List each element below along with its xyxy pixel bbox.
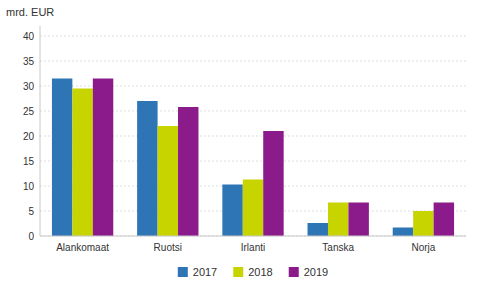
bar: [348, 203, 368, 237]
bar: [93, 79, 113, 237]
legend-label: 2017: [193, 266, 217, 278]
chart-container: 0 5 10 15 20 25 30 35 40 mrd. EUR Alankomaat Ruotsi…: [0, 0, 478, 288]
y-tick-label: 0: [28, 231, 34, 242]
y-tick-label: 40: [23, 31, 35, 42]
x-tick-label: Irlanti: [241, 242, 265, 253]
bar: [72, 89, 92, 237]
bar: [52, 79, 72, 237]
bar: [263, 131, 283, 236]
bar: [243, 180, 263, 237]
y-tick-label: 10: [23, 181, 35, 192]
legend-swatch: [289, 267, 299, 277]
bar: [413, 211, 433, 236]
y-axis-line: [40, 26, 41, 236]
bar: [178, 107, 198, 236]
y-tick-label: 15: [23, 156, 35, 167]
y-tick-label: 35: [23, 56, 35, 67]
bars: [52, 79, 454, 237]
x-tick-label: Alankomaat: [56, 242, 109, 253]
x-tick-label: Tanska: [322, 242, 354, 253]
bar: [434, 203, 454, 237]
x-tick-label: Norja: [411, 242, 435, 253]
legend: 2017 2018 2019: [178, 266, 328, 278]
bar: [308, 223, 328, 236]
legend-label: 2018: [248, 266, 272, 278]
y-tick-label: 25: [23, 106, 35, 117]
grid-line: [40, 36, 466, 37]
y-tick-label: 5: [28, 206, 34, 217]
chart: 0 5 10 15 20 25 30 35 40 mrd. EUR Alankomaat Ruotsi…: [0, 0, 478, 288]
x-axis-line: [40, 236, 466, 237]
bar: [158, 126, 178, 236]
legend-swatch: [178, 267, 188, 277]
bar: [328, 203, 348, 237]
legend-label: 2019: [304, 266, 328, 278]
y-tick-label: 30: [23, 81, 35, 92]
grid-line: [40, 61, 466, 62]
grid-line: [40, 236, 466, 237]
bar: [222, 185, 242, 237]
legend-swatch: [233, 267, 243, 277]
x-tick-label: Ruotsi: [154, 242, 182, 253]
grid: [40, 36, 466, 236]
bar: [137, 101, 157, 236]
bar: [393, 228, 413, 237]
y-tick-label: 20: [23, 131, 35, 142]
y-axis-label: mrd. EUR: [6, 6, 54, 18]
